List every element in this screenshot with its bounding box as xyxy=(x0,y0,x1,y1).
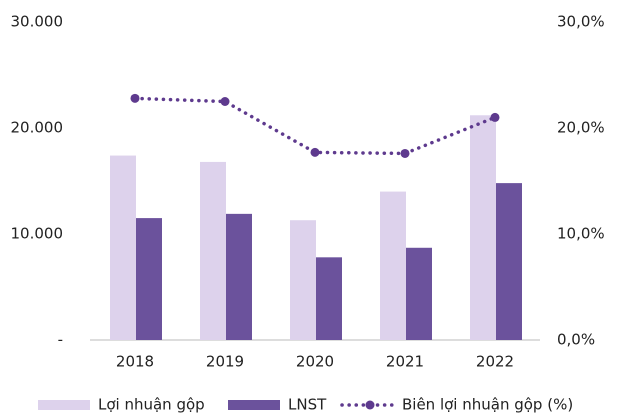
line-point xyxy=(400,148,410,158)
bar xyxy=(200,161,226,340)
legend-label: Biên lợi nhuận gộp (%) xyxy=(402,396,573,414)
y2-tick-label: 0,0% xyxy=(557,331,595,349)
bar xyxy=(110,155,136,340)
legend-swatch xyxy=(38,400,90,410)
x-tick-label: 2019 xyxy=(206,353,244,371)
bar xyxy=(226,213,252,340)
y2-tick-label: 10,0% xyxy=(557,225,605,243)
line-point xyxy=(220,97,230,106)
y2-tick-label: 30,0% xyxy=(557,13,605,31)
y2-tick-label: 20,0% xyxy=(557,119,605,137)
x-tick-label: 2018 xyxy=(116,353,154,371)
bar xyxy=(470,115,496,340)
legend-label: Lợi nhuận gộp xyxy=(98,396,205,414)
line xyxy=(133,96,497,156)
x-tick-label: 2020 xyxy=(296,353,334,371)
x-tick-label: 2021 xyxy=(386,353,424,371)
line-point xyxy=(310,147,320,157)
bar xyxy=(316,257,342,340)
x-tick-label: 2022 xyxy=(476,353,514,371)
bar xyxy=(290,220,316,340)
bar xyxy=(380,191,406,340)
line-point xyxy=(490,112,500,122)
bar xyxy=(406,247,432,340)
legend-label: LNST xyxy=(288,396,327,414)
y-tick-label: - xyxy=(58,331,63,349)
bar xyxy=(136,218,162,340)
line-point xyxy=(130,93,140,103)
y-tick-label: 20.000 xyxy=(11,119,64,137)
y-tick-label: 10.000 xyxy=(11,225,64,243)
legend-swatch xyxy=(365,400,375,410)
legend-swatch xyxy=(228,400,280,410)
bar xyxy=(496,183,522,340)
y-tick-label: 30.000 xyxy=(11,13,64,31)
